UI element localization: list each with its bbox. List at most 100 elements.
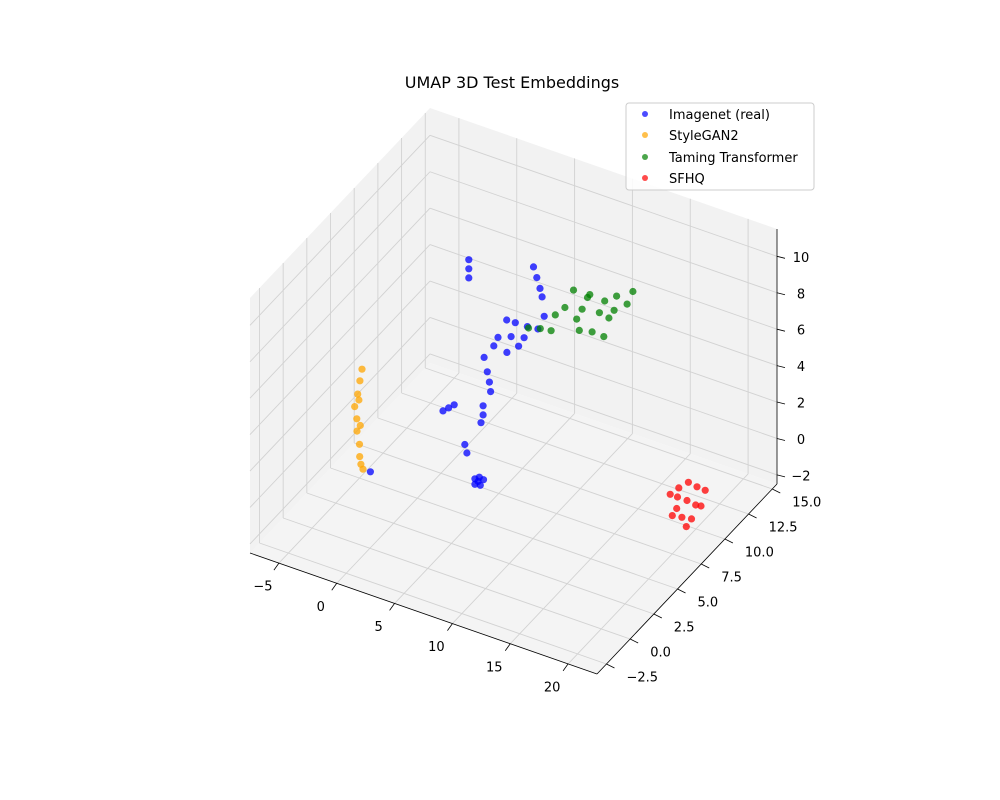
scatter-point xyxy=(353,427,361,435)
z-tick-label: −2 xyxy=(791,469,810,484)
scatter-point xyxy=(600,333,608,341)
grid-y-floor xyxy=(330,467,678,590)
grid-y-floor xyxy=(425,367,773,490)
z-tick-label: 2 xyxy=(797,397,805,412)
legend-label-sfhq: SFHQ xyxy=(669,172,705,187)
grid-z-back xyxy=(429,171,778,294)
grid-z-left xyxy=(249,171,431,363)
x-tick-label: 0 xyxy=(317,600,325,615)
legend-marker-taming-transformer xyxy=(642,154,648,160)
y-tick-mark xyxy=(772,488,781,494)
scatter-point xyxy=(675,484,683,492)
scatter-point xyxy=(573,315,581,323)
scatter-point xyxy=(355,396,363,404)
tick-marks: −505101520−2.50.02.55.07.510.012.515.0−2… xyxy=(253,251,821,696)
scatter-point xyxy=(487,388,495,396)
scatter-point xyxy=(511,319,519,327)
x-tick-mark xyxy=(273,562,280,571)
scatter-point xyxy=(623,300,631,308)
y-tick-label: 2.5 xyxy=(674,621,695,636)
legend-entry-taming-transformer[interactable]: Taming Transformer xyxy=(642,151,798,166)
grid-x-floor xyxy=(567,473,749,665)
grid-y-floor xyxy=(259,542,607,665)
grid-z-back xyxy=(429,317,778,439)
grid-lines xyxy=(249,113,778,665)
y-tick-label: −2.5 xyxy=(627,671,659,686)
scatter-point xyxy=(683,496,691,505)
scatter-point xyxy=(353,415,361,423)
legend[interactable]: Imagenet (real) StyleGAN2 Taming Transfo… xyxy=(625,102,815,191)
scatter-point xyxy=(366,468,374,476)
pane-floor xyxy=(250,363,777,674)
scatter-point xyxy=(503,316,511,324)
z-tick-label: 10 xyxy=(793,251,810,266)
grid-y-floor xyxy=(401,392,749,515)
y-tick-mark xyxy=(677,588,686,594)
scatter-point xyxy=(479,411,487,419)
grid-y-floor xyxy=(354,442,702,565)
x-tick-mark xyxy=(447,623,453,631)
scatter-point xyxy=(610,306,618,314)
scatter-point xyxy=(474,477,482,485)
legend-label-stylegan2: StyleGAN2 xyxy=(669,129,739,144)
scatter-point xyxy=(463,449,471,457)
x-tick-label: 20 xyxy=(544,680,561,695)
scatter-point xyxy=(551,311,559,319)
axis-lines xyxy=(249,229,778,675)
series-3 xyxy=(666,478,709,531)
scatter-point xyxy=(355,440,364,448)
z-tick-mark xyxy=(776,292,786,296)
scatter-point xyxy=(538,293,546,301)
x-tick-mark xyxy=(504,643,511,651)
grid-z-left xyxy=(249,244,431,435)
scatter-point xyxy=(480,353,488,361)
y-tick-label: 12.5 xyxy=(769,521,798,536)
scatter-point xyxy=(601,297,609,305)
scatter-point xyxy=(575,326,583,334)
scatter-point xyxy=(673,504,681,513)
legend-label-imagenet: Imagenet (real) xyxy=(669,108,770,123)
scatter-point xyxy=(666,490,674,498)
grid-y-floor xyxy=(283,517,631,640)
y-tick-mark xyxy=(748,513,757,519)
series-1 xyxy=(351,365,367,473)
scatter-point xyxy=(461,440,469,449)
y-tick-mark xyxy=(606,663,615,669)
legend-marker-stylegan2 xyxy=(642,132,648,138)
scatter-point xyxy=(439,407,447,415)
scatter-point xyxy=(465,256,473,264)
y-axis-line xyxy=(596,483,778,675)
grid-z-back xyxy=(429,134,778,257)
scatter-point xyxy=(687,515,696,523)
grid-y-floor xyxy=(306,492,654,615)
grid-x-floor xyxy=(394,413,575,604)
legend-entry-sfhq[interactable]: SFHQ xyxy=(642,172,705,187)
scatter-point xyxy=(673,493,682,501)
legend-entry-imagenet[interactable]: Imagenet (real) xyxy=(642,108,770,123)
scatter-point xyxy=(561,303,569,312)
scatter-point xyxy=(465,265,473,273)
grid-x-floor xyxy=(278,372,460,564)
legend-frame xyxy=(625,102,815,191)
scatter-point xyxy=(503,348,511,356)
z-tick-mark xyxy=(776,438,786,441)
scatter-point xyxy=(483,368,491,376)
scatter-point xyxy=(494,333,502,341)
scatter-point xyxy=(536,284,544,292)
axis-panes xyxy=(250,108,777,674)
scatter-point xyxy=(578,305,586,313)
scatter-point xyxy=(697,502,705,510)
scatter-point xyxy=(479,476,488,484)
x-axis-line xyxy=(249,552,598,675)
y-tick-mark xyxy=(629,638,639,644)
scatter-point xyxy=(485,378,493,386)
grid-x-floor xyxy=(336,392,518,584)
scatter-point xyxy=(668,511,676,520)
legend-entry-stylegan2[interactable]: StyleGAN2 xyxy=(642,129,739,144)
scatter-point xyxy=(693,483,701,491)
y-tick-mark xyxy=(653,613,663,619)
grid-x-floor xyxy=(509,453,691,645)
grid-z-left xyxy=(249,135,431,326)
scatter-point xyxy=(595,309,604,317)
scatter-point xyxy=(354,390,362,398)
